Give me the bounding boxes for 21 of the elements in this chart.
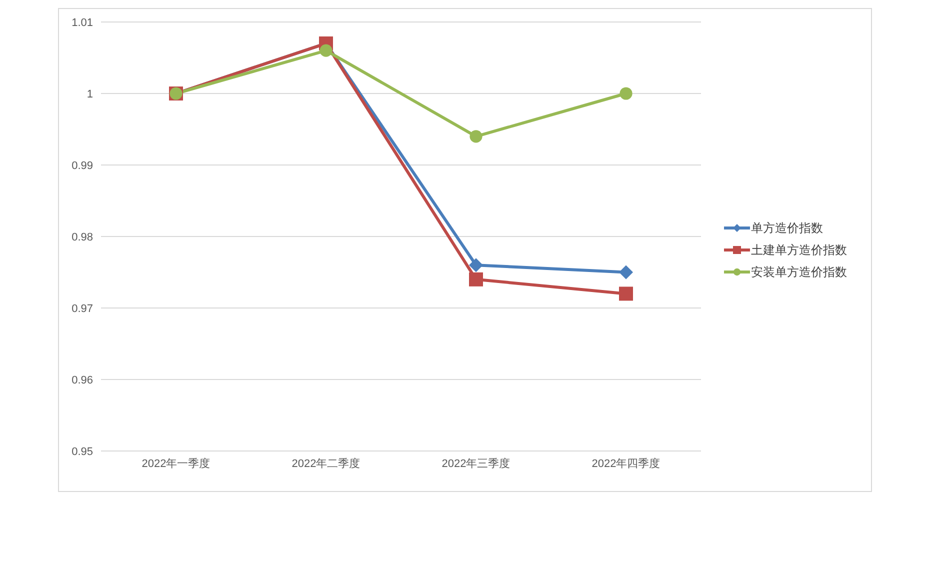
point — [470, 130, 482, 143]
point — [320, 44, 332, 57]
point — [469, 258, 483, 272]
y-tick-label: 1.01 — [72, 16, 93, 29]
point — [620, 87, 632, 100]
y-tick-label: 1 — [86, 88, 93, 100]
x-tick-label: 2022年三季度 — [442, 456, 510, 470]
y-tick-label: 0.95 — [72, 446, 93, 458]
legend-label: 土建单方造价指数 — [751, 242, 847, 258]
point — [619, 286, 633, 301]
point — [469, 272, 483, 286]
x-tick-label: 2022年四季度 — [592, 456, 660, 470]
x-tick-label: 2022年一季度 — [142, 456, 210, 470]
x-tick-label: 2022年二季度 — [292, 456, 360, 470]
point — [619, 265, 633, 280]
legend-label: 安装单方造价指数 — [751, 264, 847, 280]
y-tick-label: 0.97 — [72, 302, 93, 315]
y-tick-label: 0.99 — [72, 160, 93, 172]
y-tick-label: 0.96 — [72, 374, 93, 386]
legend-label: 单方造价指数 — [751, 220, 823, 236]
y-tick-label: 0.98 — [72, 231, 93, 244]
